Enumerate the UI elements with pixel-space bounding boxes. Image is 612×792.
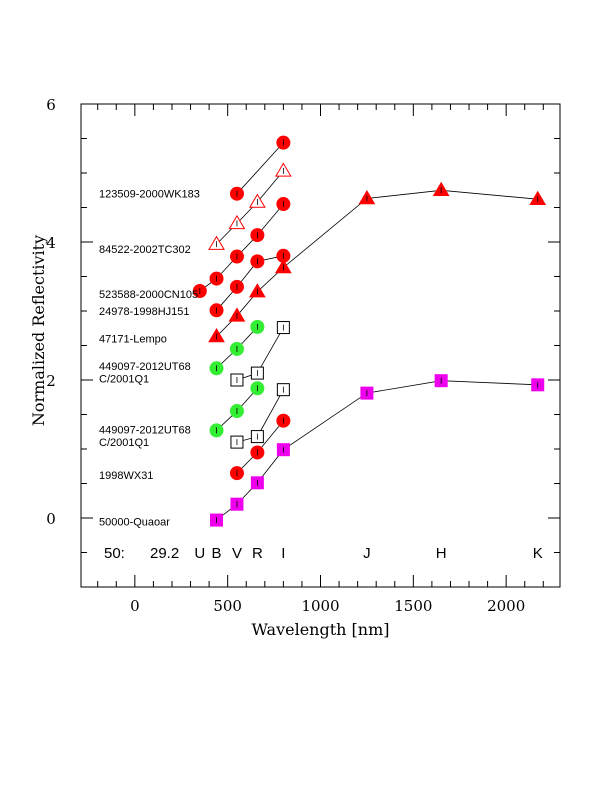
footer-value: 29.2 <box>150 545 179 562</box>
series-line <box>216 189 538 337</box>
x-axis-title: Wavelength [nm] <box>251 620 389 639</box>
x-tick-label: 1000 <box>301 597 339 615</box>
x-tick-label: 500 <box>213 597 242 615</box>
band-label-U: U <box>194 545 205 562</box>
series-label: 523588-2000CN105 <box>99 289 198 301</box>
band-label-V: V <box>232 545 242 562</box>
x-tick-label: 2000 <box>487 597 525 615</box>
series-label: C/2001Q1 <box>99 374 149 386</box>
series-label: 449097-2012UT68 <box>99 361 191 373</box>
series-line <box>216 170 284 245</box>
footer-prefix: 50: <box>104 545 125 562</box>
series-label: C/2001Q1 <box>99 437 149 449</box>
series-label: 1998WX31 <box>99 470 153 482</box>
series-label: 47171-Lempo <box>99 334 167 346</box>
y-tick-label: 2 <box>46 372 56 390</box>
band-label-I: I <box>281 545 285 562</box>
y-axis-title: Normalized Reflectivity <box>29 235 48 426</box>
series-label: 24978-1998HJ151 <box>99 306 190 318</box>
y-tick-label: 0 <box>46 510 56 528</box>
series-line <box>216 380 538 521</box>
band-label-H: H <box>436 545 447 562</box>
y-tick-label: 4 <box>46 234 56 252</box>
y-tick-label: 6 <box>46 96 56 114</box>
series-label: 84522-2002TC302 <box>99 244 191 256</box>
series-label: 123509-2000WK183 <box>99 189 200 201</box>
series-line <box>236 142 284 194</box>
plot-frame <box>80 103 561 588</box>
x-tick-label: 1500 <box>394 597 432 615</box>
series-label: 449097-2012UT68 <box>99 425 191 437</box>
band-label-B: B <box>212 545 222 562</box>
band-label-R: R <box>252 545 263 562</box>
x-tick-label: 0 <box>130 597 140 615</box>
band-label-K: K <box>533 545 543 562</box>
series-label: 50000-Quaoar <box>99 516 170 528</box>
band-label-J: J <box>363 545 371 562</box>
series-line <box>216 255 284 311</box>
